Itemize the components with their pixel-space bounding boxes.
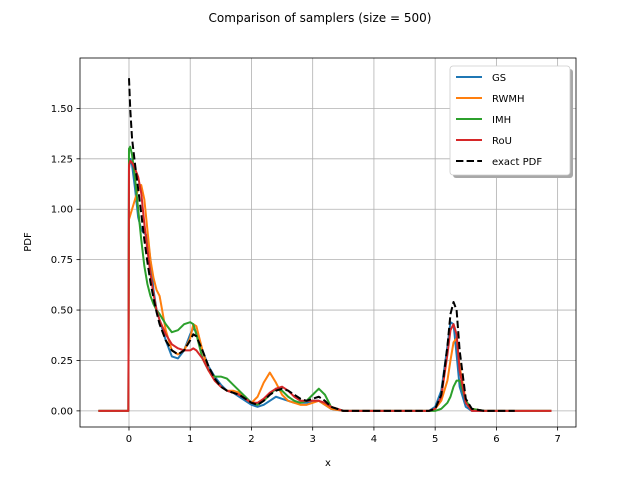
x-axis-label: x <box>325 458 331 469</box>
axis-ticks: 0 1 2 3 4 5 6 7 0.00 0.25 0.50 0.75 1.00 1.25 1.50 <box>51 104 561 445</box>
legend: GS RWMH IMH RoU exact PDF <box>449 65 573 178</box>
series-layer <box>98 78 552 412</box>
x-tick-label: 0 <box>126 434 132 445</box>
y-tick-label: 0.25 <box>51 356 73 367</box>
chart-title: Comparison of samplers (size = 500) <box>209 11 432 25</box>
x-tick-label: 1 <box>187 434 193 445</box>
x-tick-label: 2 <box>248 434 254 445</box>
series-line-exact-pdf <box>127 78 515 412</box>
y-tick-label: 1.00 <box>51 205 73 216</box>
x-tick-label: 7 <box>554 434 560 445</box>
x-tick-label: 3 <box>310 434 316 445</box>
y-tick-label: 1.50 <box>51 104 73 115</box>
legend-label: GS <box>492 73 506 84</box>
plot-area-frame <box>79 57 577 428</box>
legend-frame <box>449 65 571 176</box>
x-tick-label: 5 <box>432 434 438 445</box>
legend-label: RoU <box>492 136 512 147</box>
legend-label: IMH <box>492 115 511 126</box>
y-tick-label: 0.00 <box>51 406 73 417</box>
y-tick-label: 0.50 <box>51 306 73 317</box>
y-axis-label: PDF <box>23 232 34 252</box>
legend-label: exact PDF <box>492 157 542 168</box>
legend-label: RWMH <box>492 94 525 105</box>
y-tick-label: 0.75 <box>51 255 73 266</box>
y-tick-label: 1.25 <box>51 154 73 165</box>
x-tick-label: 6 <box>493 434 499 445</box>
x-tick-label: 4 <box>371 434 377 445</box>
